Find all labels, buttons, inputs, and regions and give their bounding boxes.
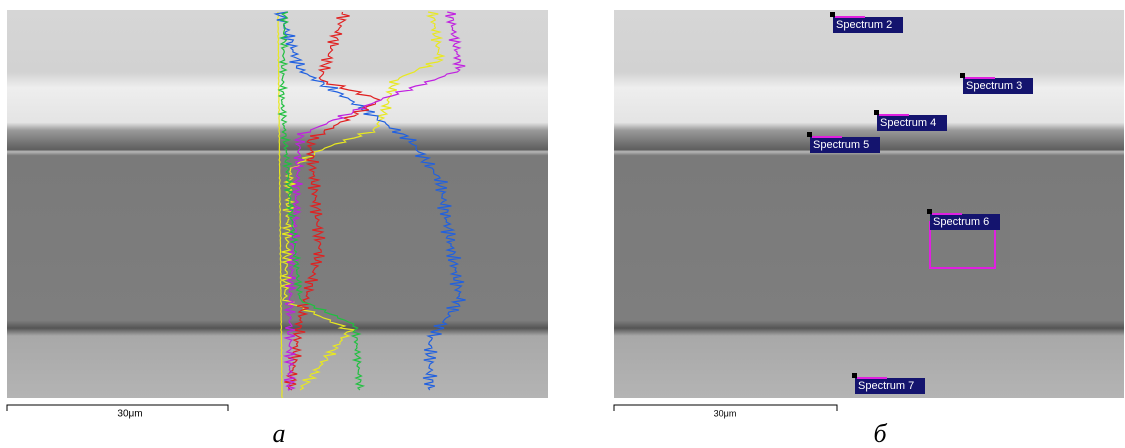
profile-line bbox=[277, 11, 366, 391]
label-box bbox=[930, 214, 1000, 230]
panel-label: б bbox=[873, 419, 887, 448]
label-box bbox=[855, 378, 925, 394]
crosshair bbox=[830, 12, 835, 17]
label-box bbox=[877, 115, 947, 131]
crosshair bbox=[852, 373, 857, 378]
panel-label: a bbox=[273, 419, 286, 448]
crosshair bbox=[807, 132, 812, 137]
label-box bbox=[833, 17, 903, 33]
sem-image bbox=[614, 10, 1124, 398]
profile-line bbox=[284, 11, 382, 391]
line-profiles bbox=[273, 11, 466, 399]
scale-bar-label: 30μm bbox=[117, 409, 142, 420]
spectrum-label: Spectrum 3 bbox=[966, 80, 1022, 92]
label-box bbox=[810, 137, 880, 153]
crosshair bbox=[927, 209, 932, 214]
profile-line bbox=[277, 11, 283, 399]
profile-line bbox=[273, 11, 466, 391]
scale-bar-label: 30μm bbox=[714, 408, 737, 418]
profile-line bbox=[282, 11, 466, 391]
spectrum-labels: Spectrum 2 Spectrum 3 Spectrum 4 Spectrum 5… bbox=[807, 12, 1033, 394]
spectrum-label: Spectrum 2 bbox=[836, 19, 892, 31]
scale-bar: 30μm bbox=[6, 404, 229, 420]
crosshair bbox=[960, 73, 965, 78]
spectrum-label: Spectrum 7 bbox=[858, 380, 914, 392]
spectrum-label: Spectrum 5 bbox=[813, 139, 869, 151]
spectrum-label: Spectrum 6 bbox=[933, 216, 989, 228]
spectrum-label: Spectrum 4 bbox=[880, 117, 936, 129]
scale-bar: 30μm bbox=[613, 404, 838, 418]
crosshair bbox=[874, 110, 879, 115]
label-box bbox=[963, 78, 1033, 94]
sem-image bbox=[7, 10, 548, 398]
